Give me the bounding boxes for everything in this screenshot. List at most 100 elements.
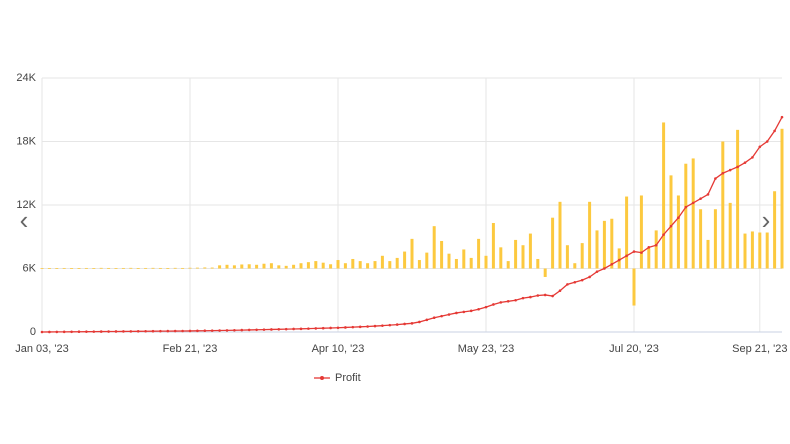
- point: [85, 330, 88, 333]
- x-tick-label: Apr 10, '23: [312, 343, 365, 355]
- bar: [292, 264, 296, 269]
- point: [247, 328, 251, 332]
- bar: [388, 261, 392, 269]
- bar: [366, 263, 370, 269]
- bar: [432, 226, 436, 269]
- point: [610, 262, 614, 266]
- bar: [625, 196, 629, 269]
- bar: [107, 267, 111, 269]
- point: [336, 326, 340, 330]
- point: [558, 289, 562, 293]
- point: [728, 168, 732, 172]
- point: [40, 330, 44, 334]
- bar: [558, 201, 562, 269]
- point: [329, 326, 332, 330]
- point: [299, 327, 303, 331]
- point: [632, 250, 636, 253]
- bar: [691, 158, 695, 269]
- bar: [129, 267, 133, 269]
- bar: [484, 255, 488, 269]
- point: [699, 197, 702, 200]
- bar: [47, 268, 51, 269]
- bar: [84, 267, 88, 269]
- point: [484, 305, 488, 309]
- point: [292, 327, 295, 331]
- bar: [565, 245, 569, 269]
- point: [588, 275, 591, 279]
- point: [159, 329, 162, 333]
- point: [255, 328, 258, 332]
- bar: [395, 257, 399, 269]
- bar: [99, 267, 103, 269]
- bar: [329, 264, 333, 269]
- bar: [403, 251, 407, 269]
- point: [499, 301, 503, 304]
- bar: [676, 195, 680, 269]
- point: [122, 330, 125, 333]
- point: [492, 303, 495, 306]
- bar: [314, 261, 318, 269]
- bar: [573, 263, 577, 269]
- point: [765, 140, 769, 143]
- point: [462, 310, 466, 314]
- bar: [225, 264, 229, 269]
- y-tick-label: 0: [30, 326, 36, 338]
- point: [773, 129, 776, 133]
- point: [388, 323, 392, 327]
- point: [469, 309, 473, 313]
- point: [114, 330, 118, 333]
- x-tick-label: Feb 21, '23: [163, 343, 218, 355]
- bar: [306, 262, 310, 269]
- point: [425, 318, 429, 322]
- point: [188, 329, 192, 333]
- point: [447, 313, 451, 316]
- bar: [543, 268, 547, 277]
- point: [233, 328, 236, 332]
- point: [240, 328, 244, 332]
- bar: [654, 230, 658, 269]
- point: [521, 296, 525, 300]
- point: [506, 300, 510, 303]
- bar: [92, 268, 96, 269]
- point: [617, 258, 621, 262]
- bar: [669, 175, 673, 269]
- bar: [506, 261, 510, 269]
- bar: [336, 260, 340, 269]
- bar: [277, 265, 281, 269]
- point: [55, 330, 59, 334]
- bar: [425, 252, 429, 269]
- bar: [706, 239, 710, 269]
- point: [603, 267, 606, 270]
- point: [92, 330, 96, 333]
- point: [595, 270, 599, 273]
- prev-arrow[interactable]: ‹: [20, 205, 29, 235]
- bar: [440, 240, 444, 269]
- bar: [240, 264, 244, 269]
- point: [366, 325, 369, 328]
- point: [551, 294, 554, 298]
- point: [48, 330, 51, 334]
- point: [625, 254, 628, 258]
- x-tick-label: Jan 03, '23: [15, 343, 68, 355]
- point: [736, 165, 739, 169]
- bar: [299, 263, 303, 269]
- bar: [166, 268, 170, 269]
- bar: [632, 268, 636, 306]
- y-tick-label: 24K: [16, 72, 36, 84]
- point: [166, 329, 170, 333]
- point: [418, 320, 421, 324]
- point: [351, 325, 355, 329]
- point: [62, 330, 66, 334]
- point: [107, 330, 110, 333]
- legend-marker: [320, 376, 324, 380]
- next-arrow[interactable]: ›: [762, 205, 771, 235]
- point: [284, 327, 288, 331]
- point: [669, 224, 673, 228]
- bar: [410, 238, 414, 269]
- bar: [647, 248, 651, 269]
- bar: [699, 209, 703, 269]
- bar: [151, 267, 155, 269]
- bar: [454, 258, 458, 269]
- bar: [195, 267, 199, 269]
- point: [432, 316, 436, 320]
